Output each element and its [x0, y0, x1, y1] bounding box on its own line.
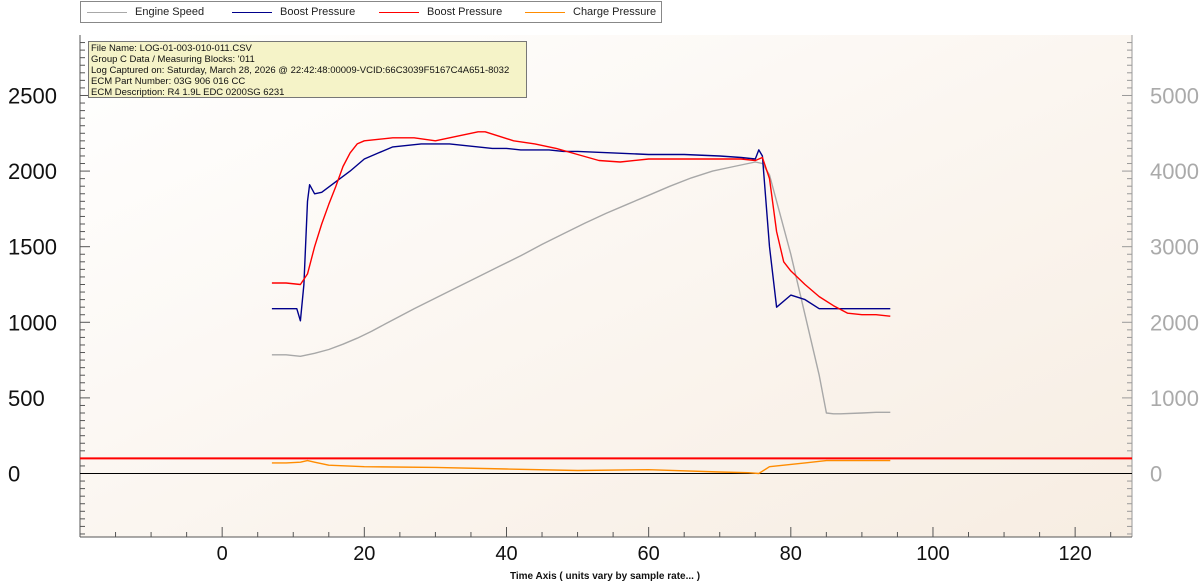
- info-file-name: File Name: LOG-01-003-010-011.CSV: [91, 43, 252, 54]
- legend-item-engine-speed: Engine Speed: [81, 2, 226, 22]
- y-left-tick-label: 500: [8, 386, 45, 411]
- info-log-captured: Log Captured on: Saturday, March 28, 202…: [91, 65, 510, 76]
- axes: 0500100015002000250001000200030004000500…: [8, 35, 1199, 565]
- legend-item-boost-pressure-red: Boost Pressure: [373, 2, 518, 22]
- info-group: Group C Data / Measuring Blocks: '011: [91, 54, 255, 65]
- x-tick-label: 0: [217, 543, 228, 565]
- y-left-tick-label: 2000: [8, 159, 57, 184]
- y-right-tick-label: 1000: [1150, 386, 1199, 411]
- series-line-engine-speed-0: [271, 161, 891, 415]
- y-right-tick-label: 4000: [1150, 159, 1199, 184]
- legend-label-charge-pressure: Charge Pressure: [573, 6, 657, 18]
- x-tick-label: 60: [638, 543, 660, 565]
- y-left-tick-label: 0: [8, 461, 20, 486]
- x-tick-label: 40: [495, 543, 517, 565]
- y-right-tick-label: 2000: [1150, 310, 1199, 335]
- log-info-box: File Name: LOG-01-003-010-011.CSV Group …: [88, 41, 527, 98]
- info-ecm-description: ECM Description: R4 1.9L EDC 0200SG 6231: [91, 87, 285, 98]
- y-right-tick-label: 5000: [1150, 83, 1199, 108]
- legend-swatch-boost-pressure-blue: [232, 12, 272, 13]
- y-left-tick-label: 2500: [8, 83, 57, 108]
- x-tick-label: 80: [780, 543, 802, 565]
- legend-swatch-engine-speed: [87, 12, 127, 13]
- series-line-boost-pressure-2: [271, 131, 891, 317]
- legend-label-engine-speed: Engine Speed: [135, 6, 205, 18]
- legend-label-boost-pressure-red: Boost Pressure: [427, 6, 503, 18]
- x-tick-label: 100: [916, 543, 949, 565]
- y-right-tick-label: 3000: [1150, 235, 1199, 260]
- info-ecm-part-number: ECM Part Number: 03G 906 016 CC: [91, 76, 246, 87]
- legend-swatch-boost-pressure-red: [379, 12, 419, 13]
- y-left-tick-label: 1000: [8, 310, 57, 335]
- series-layer: [271, 131, 891, 475]
- series-line-charge-pressure-3: [271, 459, 891, 475]
- y-right-tick-label: 0: [1150, 461, 1162, 486]
- legend-swatch-charge-pressure: [525, 12, 565, 13]
- x-tick-label: 120: [1058, 543, 1091, 565]
- y-left-tick-label: 1500: [8, 235, 57, 260]
- legend-item-charge-pressure: Charge Pressure: [519, 2, 664, 22]
- x-axis-title: Time Axis ( units vary by sample rate...…: [509, 571, 701, 582]
- plot-area: [80, 35, 1132, 537]
- legend: Engine Speed Boost Pressure Boost Pressu…: [80, 1, 662, 23]
- legend-label-boost-pressure-blue: Boost Pressure: [280, 6, 356, 18]
- legend-item-boost-pressure-blue: Boost Pressure: [226, 2, 371, 22]
- series-line-boost-pressure-1: [271, 143, 891, 322]
- x-tick-label: 20: [353, 543, 375, 565]
